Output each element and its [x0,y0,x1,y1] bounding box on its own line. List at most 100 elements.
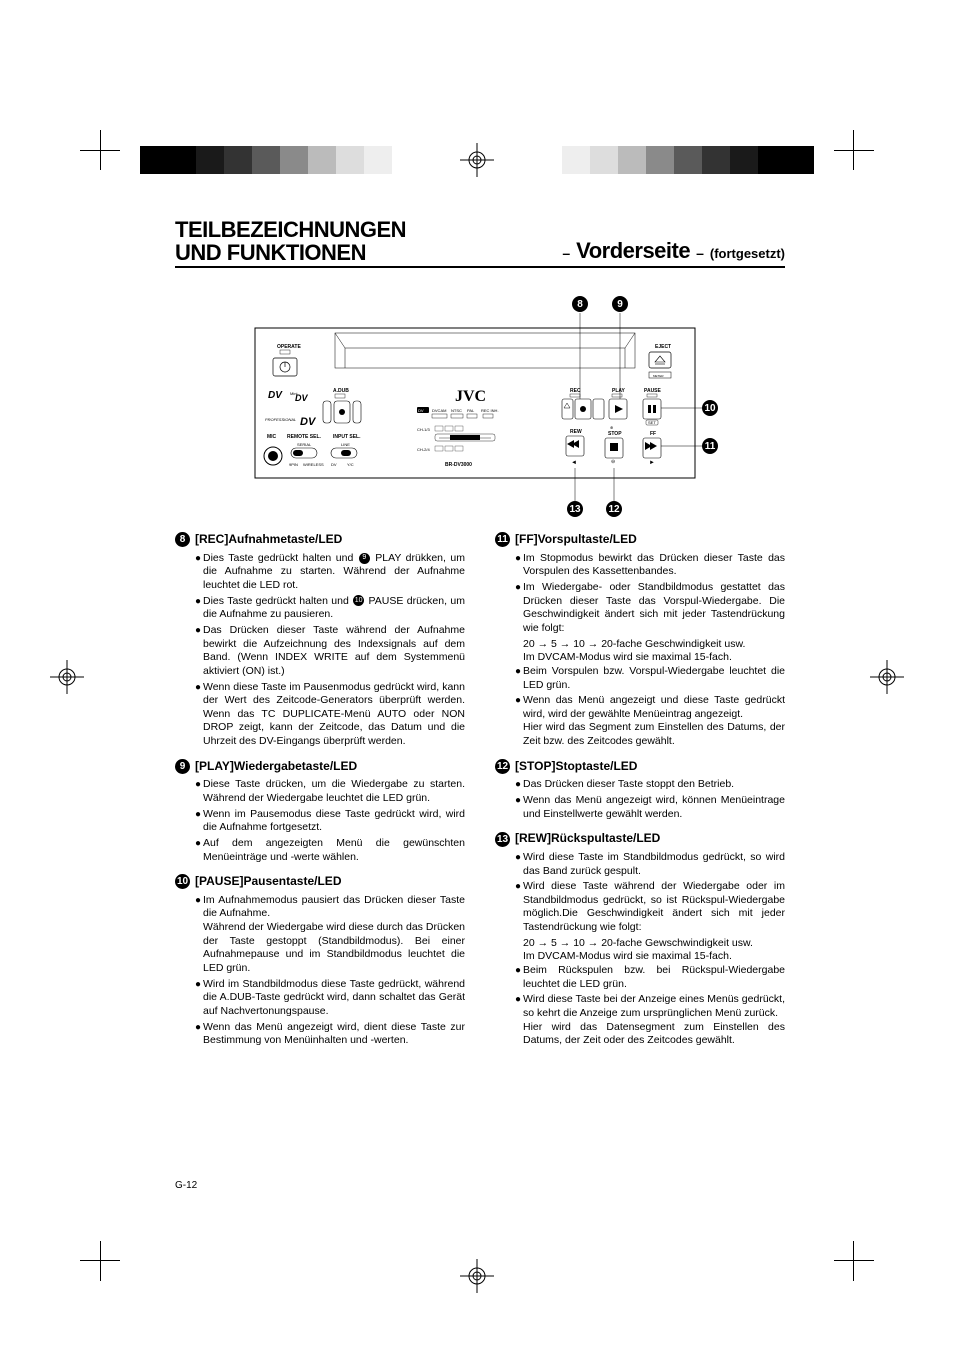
section-pause: 10[PAUSE]Pausentaste/LED ●Im Aufnahmemod… [175,874,465,1048]
continued-label: (fortgesetzt) [710,246,785,261]
svg-text:DV: DV [331,462,337,467]
section-num: 13 [495,832,510,847]
svg-text:Y/C: Y/C [347,462,354,467]
svg-text:MIC: MIC [267,434,277,440]
svg-text:SET: SET [648,420,656,425]
title-line-1: TEILBEZEICHNUNGEN [175,217,406,242]
section-rec: 8[REC]Aufnahmetaste/LED ●Dies Taste gedr… [175,532,465,749]
title-line-2: UND FUNKTIONEN [175,240,366,265]
crop-mark [80,1221,140,1281]
bullet-text: Das Drücken dieser Taste während der Auf… [203,624,465,679]
bullet-text: Wird diese Taste bei der Anzeige eines M… [523,993,785,1048]
bullet-text: Diese Taste drücken, um die Wiedergabe z… [203,778,465,805]
svg-text:REMOTE SEL.: REMOTE SEL. [287,434,322,440]
section-play: 9[PLAY]Wiedergabetaste/LED ●Diese Taste … [175,759,465,864]
bullet-text: Im Aufnahmemodus pausiert das Drücken di… [203,894,465,976]
color-bar-left [140,146,392,174]
device-diagram: OPERATE EJECT METER DV Mini DV PROFESSIO… [235,288,725,518]
svg-text:REW: REW [570,429,582,435]
bullet-text: Dies Taste gedrückt halten und 10 PAUSE … [203,595,465,622]
bullet-text: Dies Taste gedrückt halten und 9 PLAY dr… [203,552,465,593]
svg-text:METER: METER [653,374,664,378]
bullet-text: Wird im Standbildmodus diese Taste gedrü… [203,978,465,1019]
section-num: 8 [175,532,190,547]
svg-text:REC INH.: REC INH. [481,408,499,413]
svg-text:JVC: JVC [455,388,486,405]
section-title: [REW]Rückspultaste/LED [515,831,660,847]
registration-mark-icon [50,660,84,694]
bullet-text: Beim Rückspulen bzw. bei Rückspul-Wieder… [523,964,785,991]
registration-mark-icon [460,143,494,177]
page-title-row: TEILBEZEICHNUNGEN UND FUNKTIONEN – Vorde… [175,218,785,268]
svg-text:WIRELESS: WIRELESS [303,462,324,467]
svg-text:NTSC: NTSC [451,408,462,413]
bullet-text: Im Stopmodus bewirkt das Drücken dieser … [523,552,785,579]
section-name: Vorderseite [576,238,690,264]
section-title: [FF]Vorspultaste/LED [515,532,637,548]
bullet-text: Auf dem angezeigten Menü die gewünschten… [203,837,465,864]
svg-text:◄: ◄ [571,460,577,466]
sub-line: 20 → 5 → 10 → 20-fache Gewschwindigkeit … [523,937,785,951]
bullet-text: Wenn das Menü angezeigt und diese Taste … [523,694,785,749]
bullet-text: Wenn das Menü angezeigt wird, dient dies… [203,1021,465,1048]
column-right: 11[FF]Vorspultaste/LED ●Im Stopmodus bew… [495,532,785,1058]
section-num: 11 [495,532,510,547]
svg-text:SERIAL: SERIAL [297,442,312,447]
body-columns: 8[REC]Aufnahmetaste/LED ●Dies Taste gedr… [175,532,785,1058]
bullet-text: Beim Vorspulen bzw. Vorspul-Wiedergabe l… [523,665,785,692]
svg-text:OPERATE: OPERATE [277,344,301,350]
content: TEILBEZEICHNUNGEN UND FUNKTIONEN – Vorde… [175,218,785,1058]
svg-text:►: ► [649,460,655,466]
bullet-text: Wenn das Menü angezeigt wird, können Men… [523,794,785,821]
crop-mark [814,130,874,190]
dash: – [696,245,704,261]
sub-line: Im DVCAM-Modus wird sie maximal 15-fach. [523,651,785,665]
column-left: 8[REC]Aufnahmetaste/LED ●Dies Taste gedr… [175,532,465,1058]
svg-text:BR-DV3000: BR-DV3000 [445,462,472,468]
section-title: [STOP]Stoptaste/LED [515,759,637,775]
bullet-text: Wenn im Pausemodus diese Taste gedrückt … [203,808,465,835]
section-title: [PAUSE]Pausentaste/LED [195,874,341,890]
section-num: 12 [495,759,510,774]
svg-text:INPUT SEL.: INPUT SEL. [333,434,361,440]
crop-mark [814,1221,874,1281]
registration-mark-icon [460,1259,494,1293]
svg-text:LINE: LINE [341,442,350,447]
svg-text:DV: DV [295,393,308,403]
bullet-text: Im Wiedergabe- oder Standbildmodus gesta… [523,581,785,636]
svg-text:PAUSE: PAUSE [644,388,662,394]
bullet-text: Wird diese Taste im Standbildmodus gedrü… [523,851,785,878]
svg-text:FF: FF [650,431,656,437]
svg-text:PROFESSIONAL: PROFESSIONAL [265,417,296,422]
section-title: – Vorderseite – (fortgesetzt) [562,238,785,264]
svg-text:PAL: PAL [467,408,475,413]
svg-text:9PIN: 9PIN [289,462,298,467]
svg-text:DV: DV [300,416,317,428]
svg-text:STOP: STOP [608,431,622,437]
svg-text:A.DUB: A.DUB [333,388,349,394]
section-rew: 13[REW]Rückspultaste/LED ●Wird diese Tas… [495,831,785,1048]
sub-line: Im DVCAM-Modus wird sie maximal 15-fach. [523,950,785,964]
section-title: [PLAY]Wiedergabetaste/LED [195,759,357,775]
svg-text:EJECT: EJECT [655,344,671,350]
svg-text:⊕: ⊕ [610,425,613,430]
dash: – [562,245,570,261]
bullet-text: Wenn diese Taste im Pausenmodus gedrückt… [203,681,465,749]
svg-text:PLAY: PLAY [612,388,626,394]
section-ff: 11[FF]Vorspultaste/LED ●Im Stopmodus bew… [495,532,785,749]
svg-text:REC: REC [570,388,581,394]
page: TEILBEZEICHNUNGEN UND FUNKTIONEN – Vorde… [0,0,954,1351]
svg-text:DV: DV [418,408,424,413]
section-stop: 12[STOP]Stoptaste/LED ●Das Drücken diese… [495,759,785,822]
color-bar-right [562,146,814,174]
bullet-text: Das Drücken dieser Taste stoppt den Betr… [523,778,785,792]
svg-text:DV: DV [268,390,283,401]
svg-text:CH-1/3: CH-1/3 [417,427,430,432]
page-number: G-12 [175,1180,197,1191]
crop-mark [80,130,140,190]
front-panel-icon: OPERATE EJECT METER DV Mini DV PROFESSIO… [235,288,725,518]
section-title: [REC]Aufnahmetaste/LED [195,532,342,548]
section-num: 9 [175,759,190,774]
page-title: TEILBEZEICHNUNGEN UND FUNKTIONEN [175,218,406,264]
svg-text:CH-2/4: CH-2/4 [417,447,430,452]
